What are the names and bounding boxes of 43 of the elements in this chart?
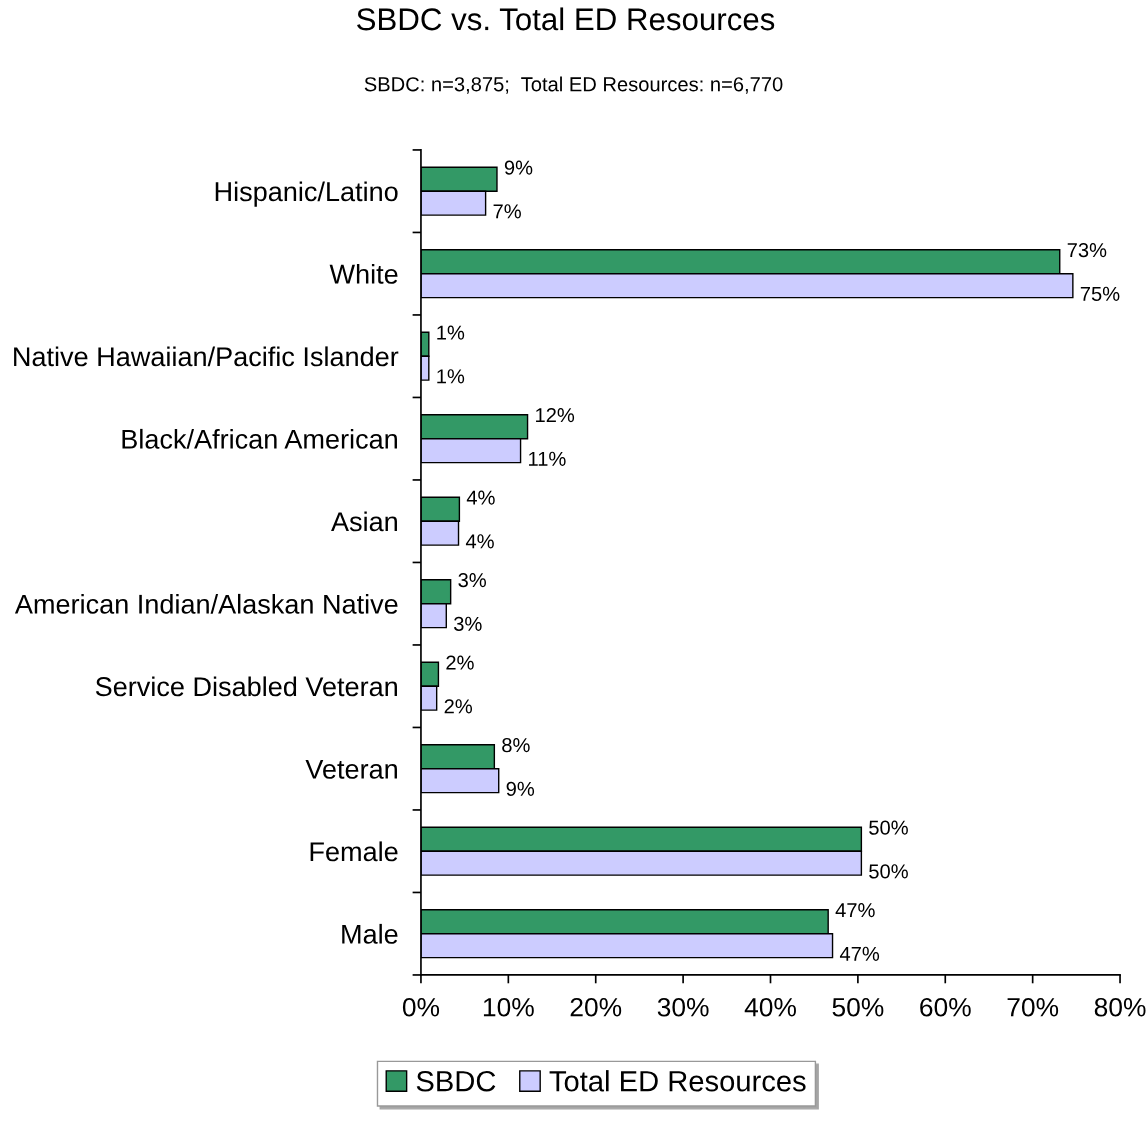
y-tick-label: Service Disabled Veteran [95,676,397,697]
data-label: 8% [502,737,530,753]
y-tick-label: American Indian/Alaskan Native [14,593,398,614]
y-tick-label: Hispanic/Latino [215,181,398,207]
data-label: 4% [466,490,495,505]
data-label: 4% [465,534,494,549]
data-label: 50% [869,820,908,835]
data-label: 75% [1080,286,1120,301]
x-tick-label: 60% [920,997,971,1017]
data-label: 2% [444,699,473,714]
data-label: 50% [869,864,908,879]
x-tick-label: 40% [744,997,796,1017]
data-label: 11% [529,451,566,466]
data-label: 12% [536,407,575,423]
x-tick-label: 10% [483,997,534,1017]
y-tick-label: Native Hawaiian/Pacific Islander [14,346,399,367]
chart-title: SBDC vs. Total ED Resources [357,7,775,31]
x-tick-label: 70% [1007,997,1059,1017]
data-label: 1% [437,325,465,340]
y-tick-label: Veteran [305,759,397,779]
x-tick-label: 50% [832,997,884,1017]
data-label: 47% [839,946,880,961]
x-tick-label: 80% [1094,997,1146,1017]
data-label: 3% [458,572,486,588]
data-label: 1% [437,369,465,384]
chart-subtitle: SBDC: n=3,875; Total ED Resources: n=6,770 [364,76,783,94]
legend-label: Total ED Resources [549,1070,806,1092]
x-tick-label: 20% [570,997,622,1017]
data-label: 47% [835,903,875,918]
data-label: 3% [454,616,482,631]
data-label: 9% [506,781,535,796]
legend-label: SBDC [416,1070,496,1092]
x-tick-label: 30% [657,997,709,1017]
y-tick-label: Male [342,923,398,944]
y-tick-label: Asian [331,511,397,532]
data-label: 7% [493,204,521,219]
data-label: 73% [1067,242,1107,258]
data-label: 9% [504,160,533,175]
data-label: 2% [446,655,474,670]
x-tick-label: 0% [402,997,440,1017]
y-tick-label: Female [310,841,398,862]
y-tick-label: Black/African American [122,428,397,449]
y-tick-label: White [329,263,398,284]
